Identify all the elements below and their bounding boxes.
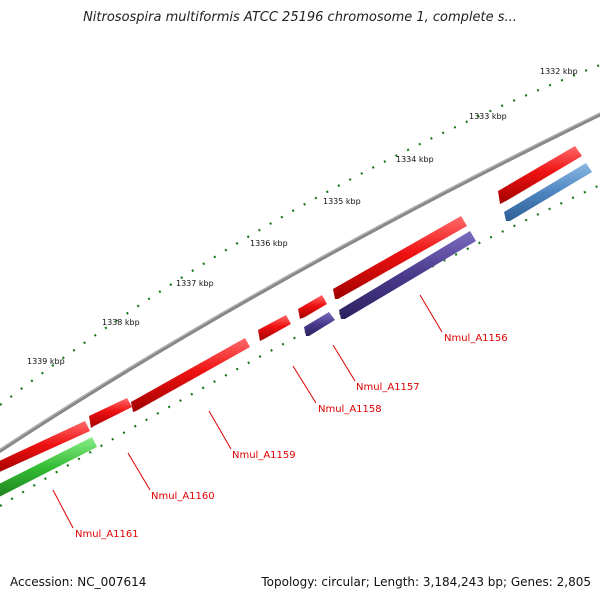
gene-leader-line (292, 365, 317, 404)
gene-label[interactable]: Nmul_A1158 (318, 404, 382, 415)
cds-arrow-forward[interactable] (498, 146, 582, 204)
cds-arrow-forward[interactable] (0, 421, 90, 474)
kbp-label: 1337 kbp (176, 279, 214, 288)
kbp-label: 1335 kbp (323, 197, 361, 206)
chromosome-backbone (0, 112, 600, 454)
gene-leader-line (419, 294, 443, 333)
gene-leader-line (208, 410, 232, 450)
chromosome-backbone-highlight (0, 112, 600, 450)
gene-label[interactable]: Nmul_A1156 (444, 333, 508, 344)
cds-arrow-reverse[interactable] (504, 163, 592, 221)
outer-tick-arc (0, 63, 600, 406)
cds-arrow-forward[interactable] (131, 338, 250, 412)
gene-leader-line (332, 344, 356, 382)
cds-arrow-forward[interactable] (89, 398, 132, 428)
cds-arrow-forward[interactable] (258, 315, 291, 341)
cds-arrow-forward[interactable] (298, 295, 327, 319)
cds-arrow-reverse[interactable] (304, 312, 335, 336)
kbp-label: 1338 kbp (102, 318, 140, 327)
genome-summary-text: Topology: circular; Length: 3,184,243 bp… (261, 575, 591, 589)
gene-label[interactable]: Nmul_A1157 (356, 382, 420, 393)
kbp-label: 1339 kbp (27, 357, 65, 366)
kbp-label: 1334 kbp (396, 155, 434, 164)
gene-leader-line (52, 489, 74, 529)
cds-arrow-reverse[interactable] (0, 437, 97, 499)
gene-label[interactable]: Nmul_A1159 (232, 450, 296, 461)
gene-label[interactable]: Nmul_A1160 (151, 491, 215, 502)
gene-label[interactable]: Nmul_A1161 (75, 529, 139, 540)
kbp-label: 1336 kbp (250, 239, 288, 248)
kbp-label: 1332 kbp (540, 67, 578, 76)
cds-arrow-forward[interactable] (333, 216, 467, 299)
gene-leader-line (127, 452, 151, 491)
inner-tick-arc (0, 184, 600, 507)
accession-text: Accession: NC_007614 (10, 575, 147, 589)
map-title: Nitrosospira multiformis ATCC 25196 chro… (83, 10, 517, 25)
cds-arrow-reverse[interactable] (339, 231, 476, 319)
kbp-label: 1333 kbp (469, 112, 507, 121)
